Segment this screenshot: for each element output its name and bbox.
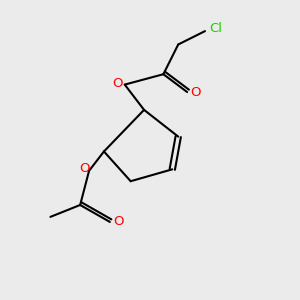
Text: O: O [80,162,90,175]
Text: Cl: Cl [209,22,222,35]
Text: O: O [112,76,123,90]
Text: O: O [191,85,201,98]
Text: O: O [113,215,124,228]
